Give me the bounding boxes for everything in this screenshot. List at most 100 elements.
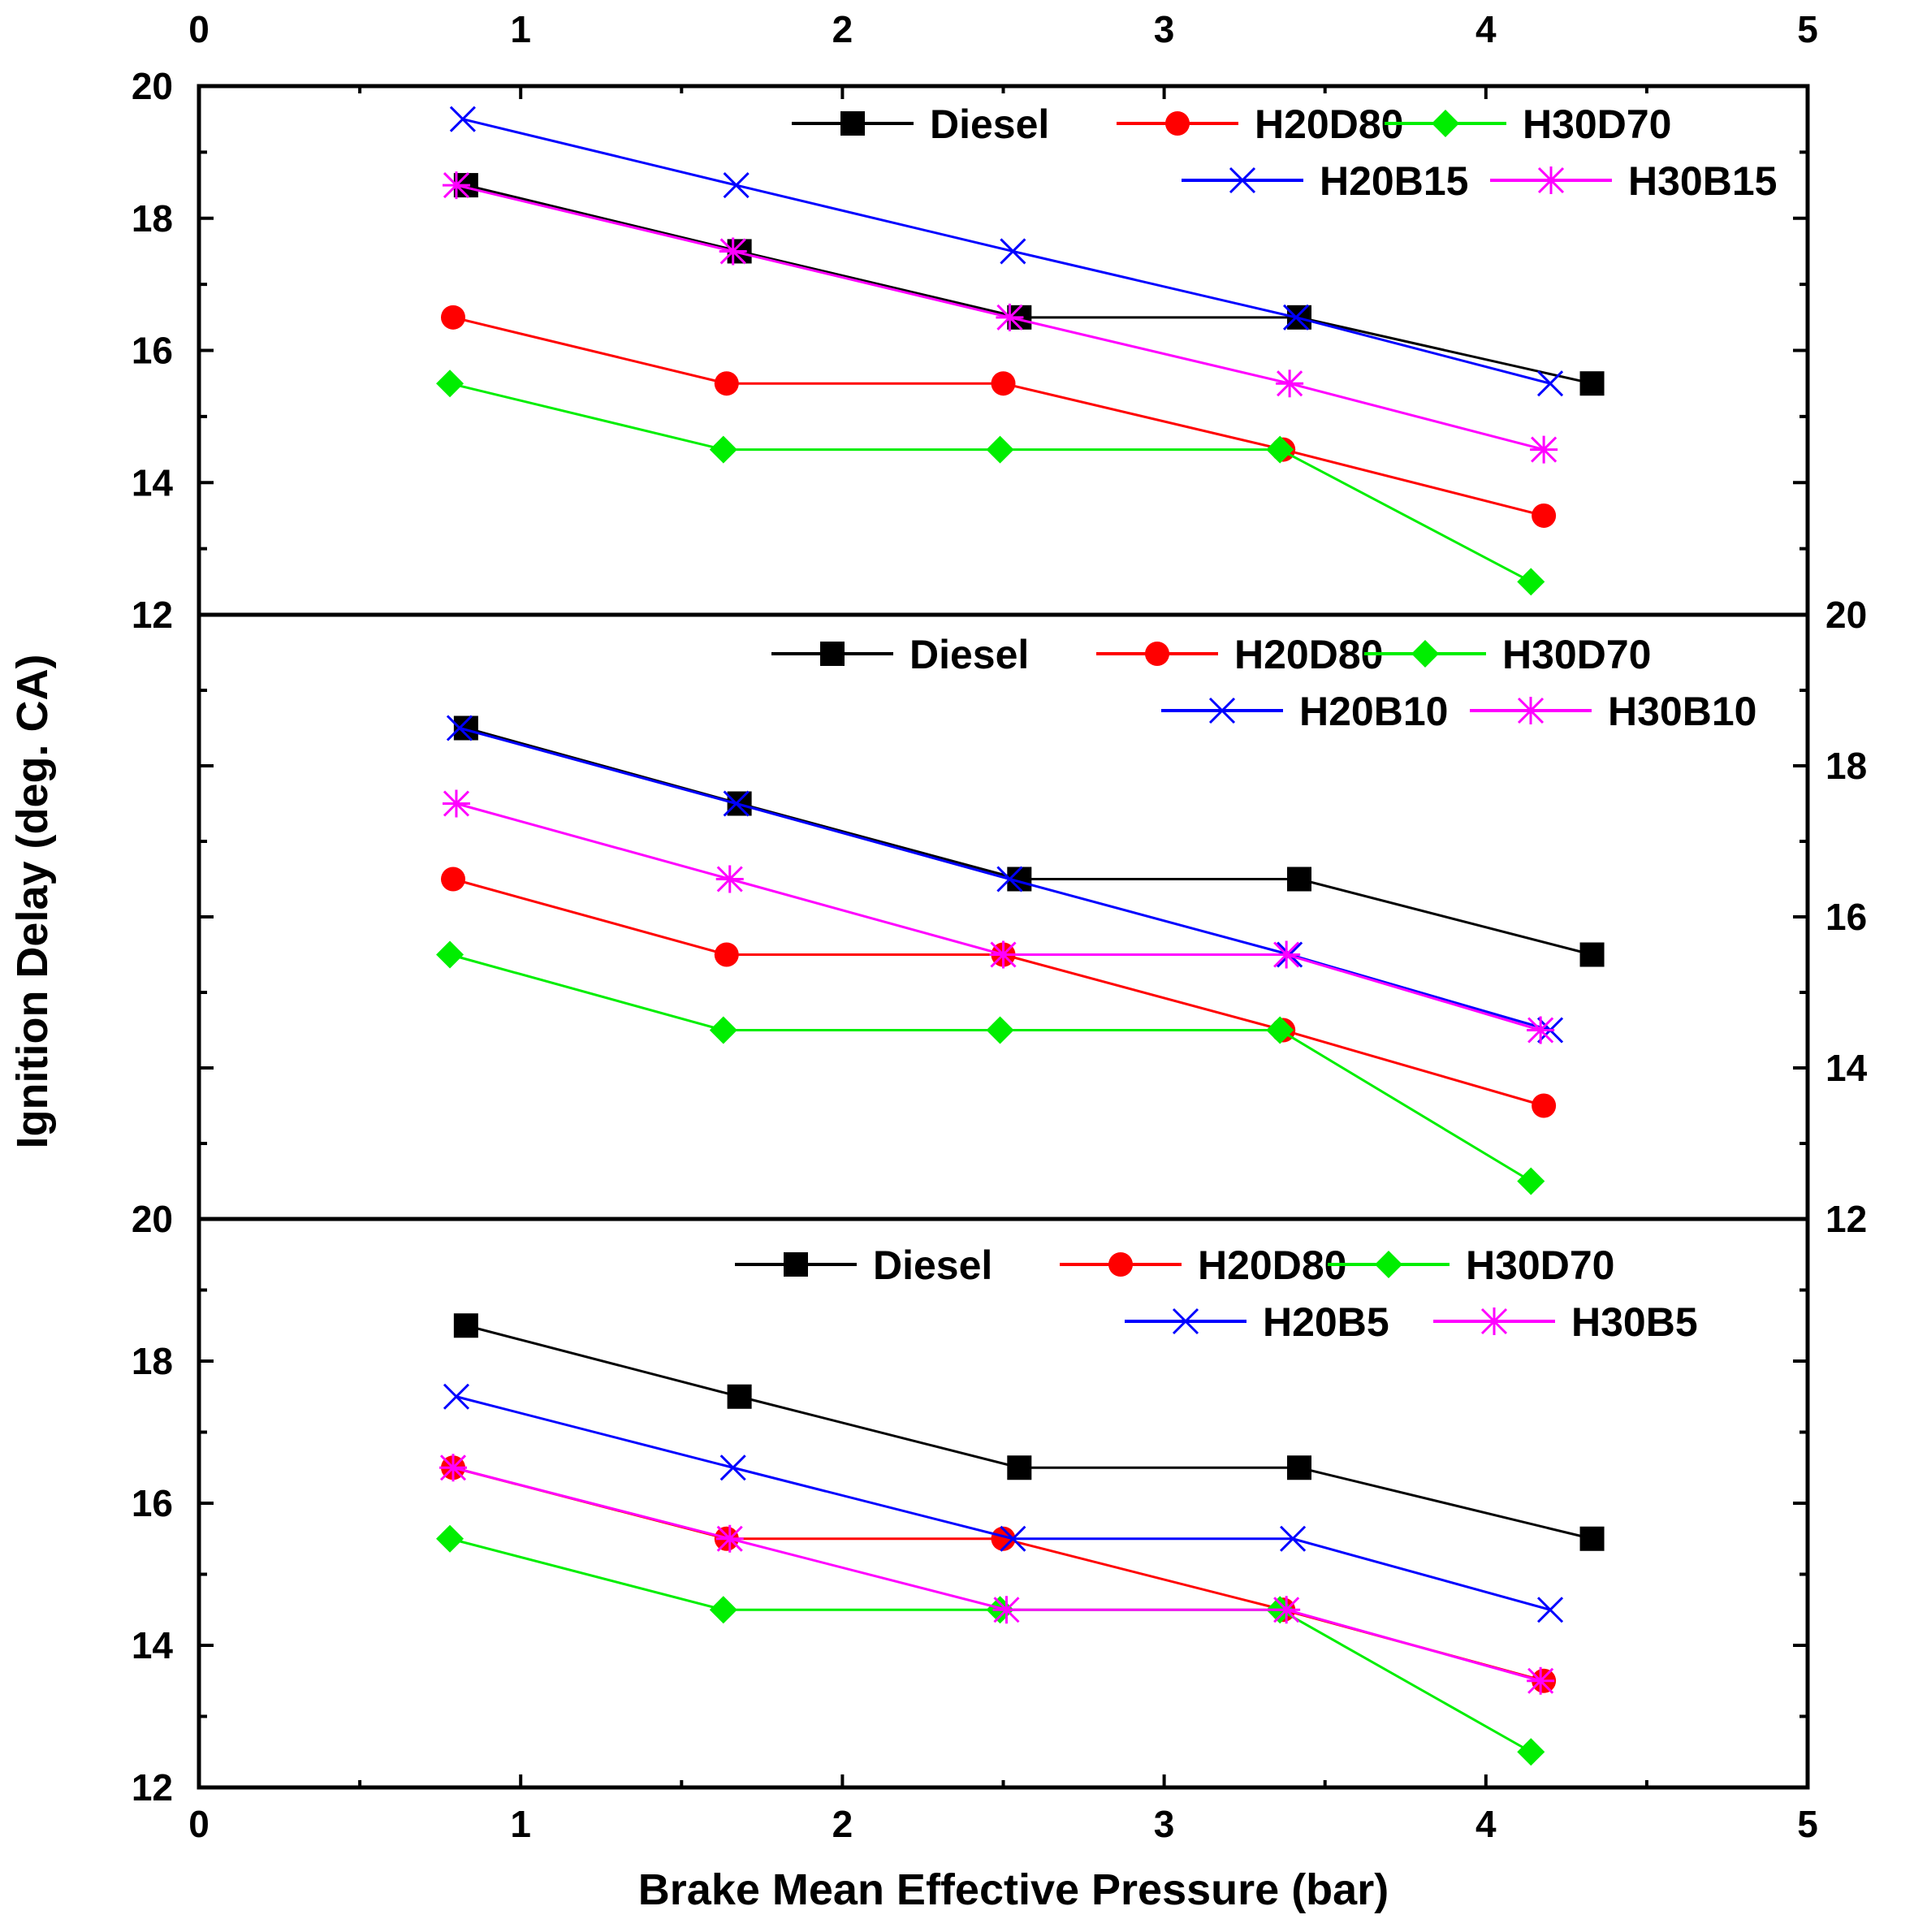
star-marker (989, 940, 1017, 969)
circle-marker (714, 371, 739, 396)
series-h20b15 (449, 106, 1564, 397)
star-marker (439, 1454, 467, 1482)
diamond-marker (436, 1524, 464, 1553)
panel-frame (197, 612, 1810, 1221)
legend-label: H20D80 (1198, 1243, 1346, 1288)
legend-entry-diesel: Diesel (792, 102, 1049, 147)
series-h20b10 (446, 715, 1564, 1044)
y-tick-label: 20 (132, 1198, 173, 1240)
series-diesel (453, 173, 1605, 396)
x-marker (1280, 1525, 1307, 1552)
x-marker (723, 172, 750, 199)
circle-marker (1145, 642, 1169, 666)
legend-entry-h30d70: H30D70 (1385, 102, 1671, 147)
series-h30d70 (436, 1524, 1545, 1766)
circle-marker (1532, 1093, 1557, 1118)
series-h20d80 (440, 867, 1557, 1118)
square-marker (820, 642, 845, 666)
x-tick-label-top: 2 (832, 8, 853, 50)
x-marker (996, 866, 1023, 893)
legend-entry-h30b5: H30B5 (1433, 1299, 1698, 1345)
panel-b10: 12 14 16 18 20 Diesel H20D80 H30D70 H20B10 H30B10 (197, 594, 1868, 1240)
legend-label: H20B10 (1299, 689, 1448, 734)
star-marker (1517, 697, 1545, 724)
star-marker (1480, 1307, 1508, 1335)
x-marker (1536, 1597, 1564, 1623)
legend-label: H20D80 (1234, 632, 1383, 677)
square-marker (1579, 1526, 1605, 1551)
diamond-marker (1517, 1167, 1545, 1195)
x-tick-label-bottom: 2 (832, 1803, 853, 1845)
panel-b15: 12 14 16 18 20 Diesel H20D80 H30D70 H20B15 H30B15 (132, 65, 1810, 636)
x-axis-title: Brake Mean Effective Pressure (bar) (638, 1865, 1389, 1914)
series-h30b15 (442, 171, 1558, 464)
diamond-marker (1375, 1251, 1402, 1278)
star-marker (1527, 1666, 1555, 1695)
y-tick-label: 12 (132, 1766, 173, 1809)
square-marker (1287, 867, 1312, 892)
series-line (456, 802, 1541, 1031)
x-marker (443, 1383, 470, 1410)
x-marker (1208, 697, 1236, 724)
series-h30d70 (436, 940, 1545, 1195)
series-line (465, 1324, 1592, 1541)
square-marker (1287, 1455, 1312, 1480)
y-tick-label: 16 (1825, 896, 1867, 938)
y-tick-label: 12 (1825, 1198, 1867, 1240)
series-diesel (453, 1313, 1605, 1551)
series-line (452, 1466, 1541, 1683)
square-marker (840, 111, 865, 136)
circle-marker (991, 1526, 1016, 1551)
star-marker (715, 1524, 744, 1553)
square-marker (1007, 1455, 1032, 1480)
diamond-marker (1266, 1016, 1294, 1044)
y-tick-label: 18 (132, 197, 173, 240)
y-tick-label: 16 (132, 1482, 173, 1524)
x-tick-label-bottom: 5 (1797, 1803, 1818, 1845)
circle-marker (440, 305, 465, 330)
y-axis-title: Ignition Delay (deg. CA) (8, 654, 57, 1148)
star-marker (1272, 1596, 1301, 1624)
x-tick-label-bottom: 4 (1475, 1803, 1497, 1845)
star-marker (442, 171, 470, 200)
square-marker (727, 1384, 752, 1409)
series-h30b5 (439, 1454, 1555, 1695)
legend-label: H30D70 (1502, 632, 1651, 677)
legend: Diesel H20D80 H30D70 H20B5 H30B5 (735, 1243, 1698, 1345)
series-h30d70 (436, 370, 1545, 596)
star-marker (442, 789, 470, 818)
x-marker (1000, 238, 1026, 265)
x-marker (1172, 1307, 1199, 1335)
circle-marker (991, 371, 1016, 396)
diamond-marker (1266, 435, 1294, 464)
circle-marker (1108, 1252, 1133, 1277)
square-marker (453, 1313, 478, 1338)
square-marker (784, 1252, 808, 1277)
legend-entry-h20b5: H20B5 (1125, 1299, 1389, 1345)
circle-marker (440, 867, 465, 892)
x-marker (1536, 370, 1564, 397)
legend-entry-diesel: Diesel (771, 632, 1029, 677)
y-tick-label: 20 (1825, 594, 1867, 636)
series-h20d80 (440, 1455, 1557, 1693)
x-marker (1229, 166, 1256, 194)
x-marker (719, 1454, 746, 1481)
x-marker (723, 790, 750, 817)
square-marker (1579, 371, 1605, 396)
diamond-marker (1517, 568, 1545, 596)
circle-marker (714, 942, 739, 967)
series-line (456, 1395, 1551, 1611)
x-tick-label-bottom: 3 (1154, 1803, 1175, 1845)
series-line (449, 382, 1532, 583)
x-marker (1282, 304, 1310, 331)
legend-entry-h20b10: H20B10 (1161, 689, 1448, 734)
diamond-marker (709, 435, 737, 464)
legend-entry-h20d80: H20D80 (1060, 1243, 1346, 1288)
x-tick-label-top: 0 (188, 8, 210, 50)
star-marker (1527, 1016, 1555, 1044)
y-tick-label: 18 (1825, 745, 1867, 787)
series-line (452, 316, 1545, 517)
panel-frame (197, 84, 1810, 617)
panel-frame (197, 1217, 1810, 1790)
